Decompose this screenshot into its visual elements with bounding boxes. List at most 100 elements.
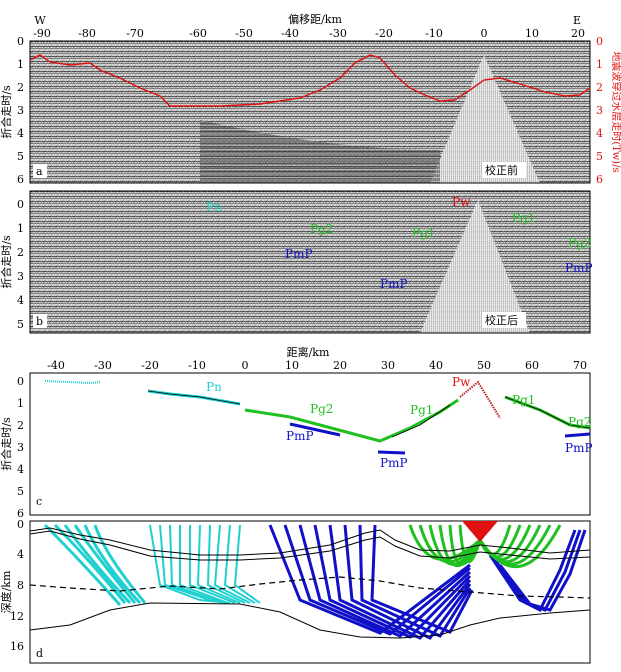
y-tick: 4	[17, 294, 24, 307]
tag-bg	[482, 312, 526, 328]
right-tick: 4	[596, 127, 603, 140]
interface-dashed	[29, 576, 591, 599]
x-tick: 20	[571, 27, 585, 40]
x-tick: -80	[78, 27, 96, 40]
phase-pg1: Pg1	[412, 226, 435, 240]
panel-a: 偏移距/km W E -90 -80 -70 -60 -50 -40 -30 -…	[0, 12, 621, 186]
phase-pw: Pw	[452, 375, 471, 389]
phase-pmp: PmP	[380, 277, 408, 291]
panel-d-frame	[29, 520, 591, 664]
y-tick: 16	[10, 640, 24, 653]
y-tick: 6	[17, 173, 24, 186]
x-tick: 10	[285, 359, 299, 372]
panel-a-y-label: 折合走时/s	[0, 85, 13, 139]
ray-fan-blue	[268, 524, 587, 640]
panel-a-right-label: 地震波穿过水层走时(Tw)/s	[610, 51, 621, 172]
right-tick: 0	[596, 35, 603, 48]
pick-pmp-1	[289, 422, 341, 437]
panel-b-y-ticks: 0 1 2 3 4 5	[17, 198, 24, 331]
y-tick: 2	[17, 246, 24, 259]
phase-pg2: Pg2	[568, 415, 591, 429]
phase-pmp: PmP	[565, 441, 593, 455]
panel-c-x-ticks: -40 -30 -20 -10 0 10 20 30 40 50 60 70	[47, 359, 587, 372]
pick-pw	[459, 380, 501, 419]
panel-d: 0 4 8 12 16 深度/km d	[0, 518, 591, 664]
y-tick: 1	[17, 222, 24, 235]
phase-pmp: PmP	[380, 456, 408, 470]
pick-pmp-3	[564, 432, 591, 438]
panel-d-y-label: 深度/km	[0, 570, 13, 613]
pick-pmp-2	[377, 450, 406, 455]
phase-pmp: PmP	[565, 261, 593, 275]
x-tick: -20	[375, 27, 393, 40]
x-tick: 0	[242, 359, 249, 372]
dark-band-a	[200, 120, 440, 183]
x-tick: 30	[381, 359, 395, 372]
calc-pg1-left	[391, 404, 451, 438]
panel-b-frame	[29, 190, 591, 334]
calc-pn	[147, 390, 241, 405]
interface-sediment	[29, 530, 591, 561]
y-tick: 0	[17, 198, 24, 211]
x-tick: -40	[281, 27, 299, 40]
phase-pn: Pn	[206, 200, 222, 214]
phase-pmp: PmP	[286, 429, 314, 443]
x-tick: -70	[126, 27, 144, 40]
y-tick: 3	[17, 104, 24, 117]
phase-pg2: Pg2	[568, 236, 591, 250]
x-tick: -30	[329, 27, 347, 40]
letter-bg	[33, 314, 47, 328]
panel-b-phase-labels: Pn Pg2 PmP PmP Pg1 Pw Pg1 Pg2 PmP	[206, 195, 593, 291]
y-tick: 4	[17, 127, 24, 140]
ray-fan-red	[462, 521, 498, 542]
phase-pmp: PmP	[285, 247, 313, 261]
panel-b: 0 1 2 3 4 5 折合走时/s Pn Pg2 PmP PmP Pg1 Pw…	[0, 190, 593, 334]
right-tick: 5	[596, 150, 603, 163]
x-tick: -40	[47, 359, 65, 372]
panel-a-x-ticks: -90 -80 -70 -60 -50 -40 -30 -20 -10 0 10…	[33, 27, 585, 40]
calc-pg-right	[504, 396, 591, 429]
interface-seafloor	[29, 527, 591, 556]
panel-c-y-label: 折合走时/s	[0, 417, 13, 471]
phase-pn: Pn	[206, 380, 222, 394]
ray-fan-green	[408, 524, 562, 569]
panel-d-y-ticks: 0 4 8 12 16	[10, 518, 24, 653]
west-label: W	[34, 14, 46, 27]
x-tick: -90	[33, 27, 51, 40]
bright-cone-b	[420, 200, 530, 333]
panel-letter-a: a	[36, 165, 43, 178]
phase-pw: Pw	[452, 195, 471, 209]
panel-letter-d: d	[36, 647, 43, 660]
panel-a-right-ticks: 0 1 2 3 4 5 6	[596, 35, 603, 186]
x-tick: 10	[525, 27, 539, 40]
panel-c-phase-labels: Pn Pg2 PmP PmP Pg1 Pw Pg1 Pg2 PmP	[206, 375, 593, 470]
phase-pg1: Pg1	[512, 211, 535, 225]
y-tick: 0	[17, 518, 24, 531]
x-tick: 0	[481, 27, 488, 40]
panel-c: 距离/km -40 -30 -20 -10 0 10 20 30 40 50 6…	[0, 345, 593, 520]
right-tick: 6	[596, 173, 603, 186]
ray-fan-cyan	[43, 523, 261, 606]
panel-a-y-ticks: 0 1 2 3 4 5 6	[17, 35, 24, 186]
tag-bg	[482, 162, 526, 178]
east-label: E	[573, 14, 581, 27]
y-tick: 3	[17, 270, 24, 283]
tag-after-correction: 校正后	[485, 313, 518, 327]
right-tick: 3	[596, 104, 603, 117]
x-tick: -20	[141, 359, 159, 372]
y-tick: 8	[17, 579, 24, 592]
y-tick: 1	[17, 397, 24, 410]
x-tick: -10	[425, 27, 443, 40]
x-tick: 50	[477, 359, 491, 372]
y-tick: 3	[17, 441, 24, 454]
x-tick: -50	[235, 27, 253, 40]
x-tick: -30	[94, 359, 112, 372]
y-tick: 2	[17, 81, 24, 94]
x-tick: 40	[429, 359, 443, 372]
right-tick: 1	[596, 58, 603, 71]
x-tick: 20	[333, 359, 347, 372]
y-tick: 12	[10, 610, 24, 623]
y-tick: 5	[17, 150, 24, 163]
phase-pg1: Pg1	[410, 403, 433, 417]
